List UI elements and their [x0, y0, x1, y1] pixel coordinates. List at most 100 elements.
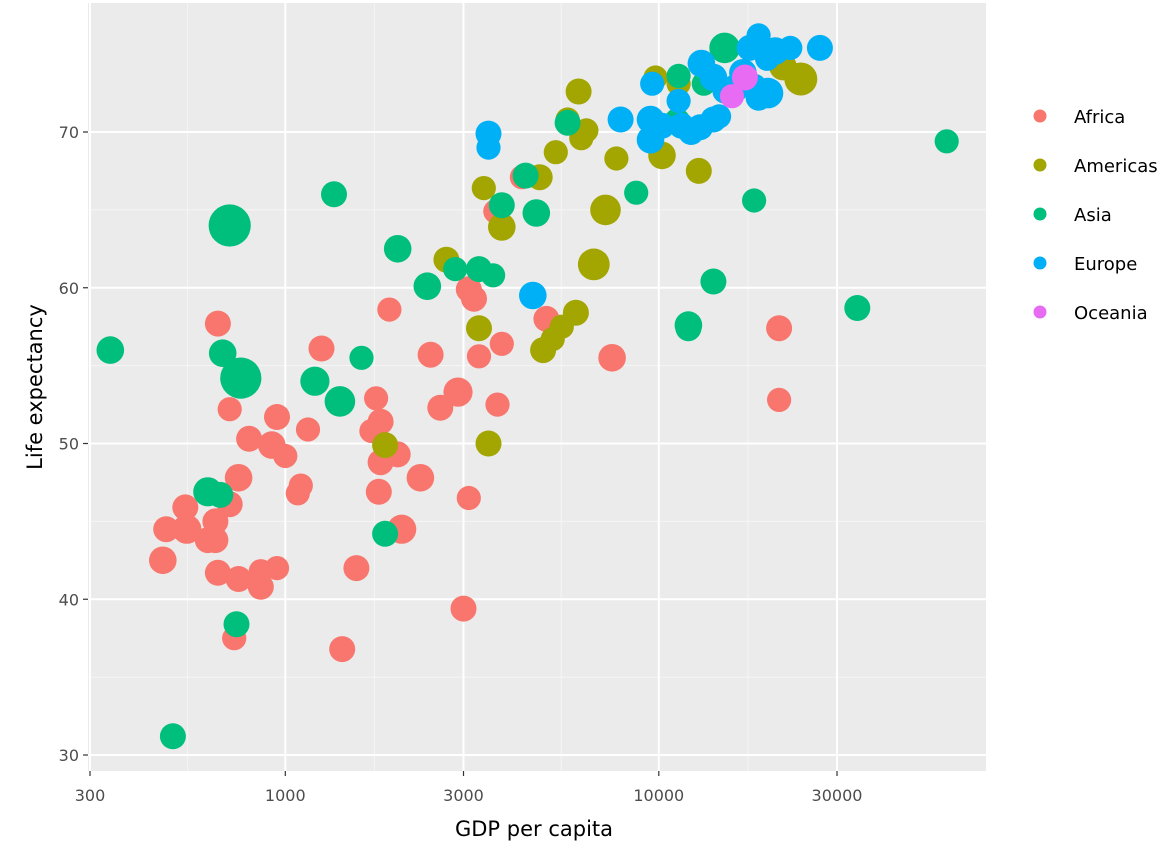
data-point-africa — [264, 556, 290, 581]
data-point-oceania — [731, 64, 758, 91]
y-tick-label: 30 — [59, 746, 79, 765]
data-point-africa — [264, 404, 290, 430]
data-point-africa — [377, 297, 402, 322]
data-point-americas — [471, 176, 496, 201]
legend-key-asia — [1033, 207, 1047, 221]
data-point-asia — [488, 192, 515, 219]
data-point-africa — [766, 315, 793, 342]
y-tick-label: 50 — [59, 435, 79, 454]
data-point-africa — [329, 636, 356, 663]
x-tick-label: 1000 — [265, 786, 306, 805]
data-point-africa — [485, 392, 510, 417]
data-point-africa — [456, 485, 481, 511]
data-point-asia — [223, 611, 250, 638]
data-point-asia — [220, 357, 262, 399]
data-point-africa — [273, 443, 298, 469]
data-point-asia — [300, 366, 330, 396]
data-point-africa — [598, 344, 626, 372]
data-point-asia — [700, 268, 727, 295]
y-axis-title: Life expectancy — [23, 304, 47, 470]
data-point-asia — [372, 520, 399, 547]
data-point-africa — [461, 285, 487, 312]
legend-key-americas — [1033, 158, 1047, 172]
data-point-asia — [844, 295, 871, 321]
data-point-africa — [204, 310, 231, 337]
data-point-africa — [172, 494, 199, 521]
data-point-africa — [489, 331, 514, 356]
data-point-africa — [406, 464, 435, 492]
data-point-africa — [247, 573, 274, 600]
data-point-americas — [685, 157, 712, 184]
data-point-africa — [450, 595, 477, 622]
data-point-africa — [236, 425, 263, 452]
data-point-europe — [755, 46, 780, 71]
legend-key-oceania — [1033, 305, 1047, 319]
data-point-asia — [443, 257, 468, 282]
data-point-africa — [308, 335, 335, 362]
data-point-africa — [767, 387, 792, 412]
data-point-americas — [543, 140, 568, 165]
data-point-asia — [675, 315, 702, 342]
data-point-asia — [349, 345, 374, 370]
data-point-americas — [590, 194, 621, 226]
data-point-asia — [742, 188, 767, 213]
data-point-africa — [364, 386, 389, 411]
data-point-africa — [466, 344, 492, 369]
data-point-asia — [934, 129, 959, 154]
data-point-oceania — [719, 84, 745, 109]
legend-label-europe: Europe — [1074, 254, 1137, 275]
data-point-europe — [519, 281, 547, 310]
x-axis: 300 1000 3000 10000 30000 — [75, 771, 863, 805]
data-point-asia — [383, 235, 412, 263]
data-point-europe — [745, 84, 772, 111]
data-point-africa — [149, 546, 177, 575]
data-point-asia — [512, 162, 539, 189]
data-point-africa — [285, 481, 310, 506]
legend-key-europe — [1033, 256, 1047, 270]
data-point-asia — [159, 723, 186, 750]
data-point-africa — [202, 527, 229, 554]
data-point-asia — [208, 204, 251, 247]
data-point-asia — [321, 181, 347, 208]
data-point-asia — [481, 263, 506, 288]
x-tick-label: 30000 — [812, 786, 863, 805]
data-point-americas — [530, 337, 557, 364]
data-point-asia — [208, 339, 237, 368]
data-point-americas — [784, 62, 818, 96]
data-point-africa — [417, 341, 444, 368]
data-point-europe — [476, 135, 501, 160]
data-point-americas — [604, 146, 629, 171]
data-point-asia — [666, 63, 691, 88]
x-tick-label: 3000 — [443, 786, 484, 805]
data-point-africa — [225, 566, 252, 592]
data-point-africa — [427, 394, 454, 421]
data-point-americas — [577, 248, 610, 281]
data-point-africa — [172, 514, 202, 544]
data-point-americas — [565, 78, 592, 105]
data-point-asia — [624, 180, 649, 205]
data-point-europe — [666, 88, 691, 113]
data-point-asia — [554, 109, 581, 136]
y-tick-label: 60 — [59, 279, 79, 298]
legend-label-asia: Asia — [1074, 205, 1112, 226]
data-points — [96, 23, 959, 750]
data-point-africa — [204, 559, 231, 586]
data-point-europe — [607, 106, 634, 133]
legend-label-africa: Africa — [1074, 107, 1125, 128]
legend: Africa Americas Asia Europe Oceania — [1033, 107, 1158, 324]
legend-label-oceania: Oceania — [1074, 303, 1148, 324]
legend-label-americas: Americas — [1074, 156, 1158, 177]
y-tick-label: 70 — [59, 123, 79, 142]
x-tick-label: 300 — [75, 786, 106, 805]
data-point-europe — [640, 71, 665, 96]
x-axis-title: GDP per capita — [455, 817, 613, 841]
data-point-africa — [365, 478, 392, 505]
legend-key-africa — [1033, 109, 1047, 123]
data-point-asia — [522, 199, 551, 227]
x-tick-label: 10000 — [633, 786, 684, 805]
data-point-europe — [806, 34, 833, 61]
data-point-africa — [217, 397, 242, 422]
data-point-africa — [295, 417, 321, 442]
data-point-americas — [372, 432, 399, 459]
